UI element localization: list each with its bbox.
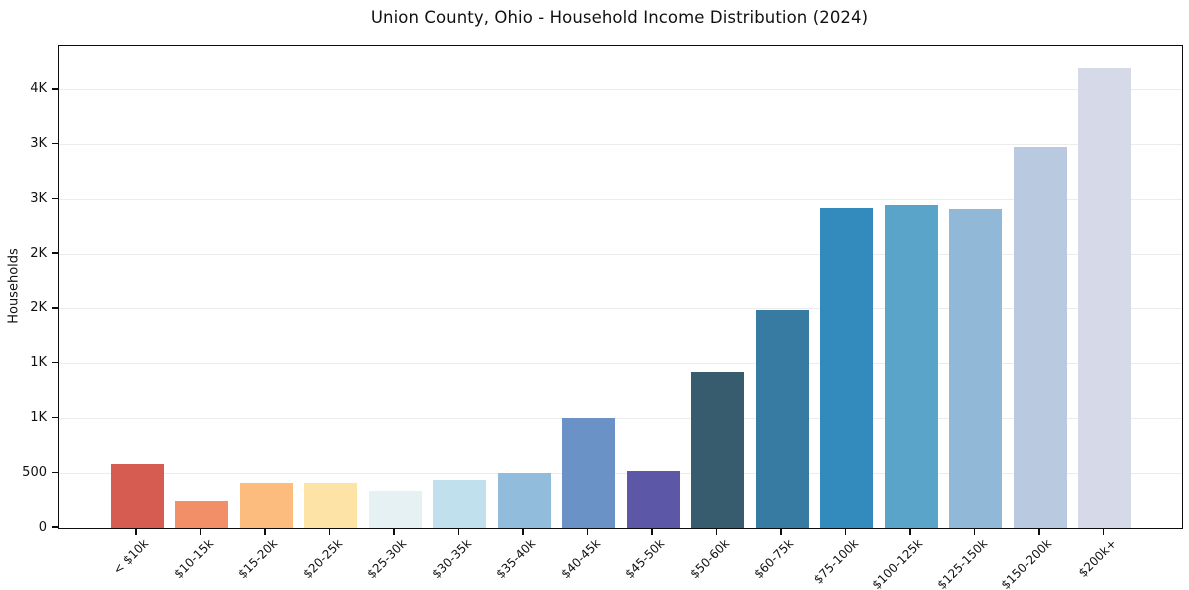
y-tick-mark <box>52 526 58 528</box>
x-tick-mark <box>328 529 331 535</box>
bar-$150-200k <box>1013 146 1067 528</box>
bar-$50-60k <box>691 371 744 528</box>
y-tick-label: 3K <box>30 136 47 152</box>
y-tick-label: 4K <box>30 81 47 97</box>
bar-$40-45k <box>562 418 615 528</box>
x-tick-mark <box>844 529 847 535</box>
bar-$35-40k <box>497 472 551 528</box>
plot-area <box>58 45 1183 529</box>
x-tick-mark <box>780 529 782 535</box>
gridline <box>59 417 1182 420</box>
x-tick-mark <box>1102 529 1105 535</box>
bar-< $10k <box>110 464 164 528</box>
x-tick-label: < $10k <box>110 536 152 578</box>
x-tick-mark <box>909 529 911 535</box>
chart-title: Union County, Ohio - Household Income Di… <box>370 8 869 27</box>
bar-$20-25k <box>304 483 357 528</box>
bar-$60-75k <box>755 310 809 528</box>
y-tick-mark <box>52 88 58 90</box>
x-tick-mark <box>199 529 202 535</box>
gridline <box>59 143 1182 146</box>
bar-$10-15k <box>175 500 228 528</box>
bar-$200k+ <box>1078 67 1131 528</box>
y-tick-label: 2K <box>30 300 47 316</box>
x-tick-mark <box>135 529 137 535</box>
bar-$15-20k <box>239 482 293 528</box>
bar-$75-100k <box>820 208 873 528</box>
gridline <box>59 308 1182 310</box>
x-tick-mark <box>651 529 653 535</box>
bars-layer <box>59 46 1182 528</box>
gridline <box>59 363 1182 365</box>
grid-layer <box>59 46 1182 528</box>
bar-$45-50k <box>626 471 680 528</box>
x-tick-mark <box>973 529 976 535</box>
y-tick-label: 1K <box>30 409 47 425</box>
y-tick-label: 0 <box>38 519 47 535</box>
y-tick-label: 500 <box>22 464 47 480</box>
x-tick-mark <box>264 529 266 535</box>
y-tick-mark <box>52 197 58 200</box>
x-tick-mark <box>393 529 395 535</box>
y-tick-mark <box>52 307 58 309</box>
x-tick-mark <box>522 529 524 535</box>
gridline <box>59 472 1182 474</box>
bar-$25-30k <box>368 490 422 528</box>
gridline <box>59 89 1182 91</box>
y-tick-label: 1K <box>30 355 47 371</box>
y-tick-mark <box>52 471 58 473</box>
y-tick-mark <box>52 361 58 364</box>
x-tick-mark <box>457 529 460 535</box>
x-tick-mark <box>715 529 718 535</box>
y-tick-mark <box>52 416 58 419</box>
y-tick-label: 2K <box>30 245 47 261</box>
x-tick-mark <box>1038 529 1040 535</box>
y-tick-label: 3K <box>30 190 47 206</box>
bar-$100-125k <box>884 204 938 528</box>
bar-$30-35k <box>433 480 486 528</box>
y-tick-mark <box>52 142 58 145</box>
x-tick-mark <box>586 529 589 535</box>
gridline <box>59 253 1182 255</box>
gridline <box>59 198 1182 200</box>
y-tick-mark <box>52 252 58 254</box>
bar-$125-150k <box>949 209 1002 528</box>
